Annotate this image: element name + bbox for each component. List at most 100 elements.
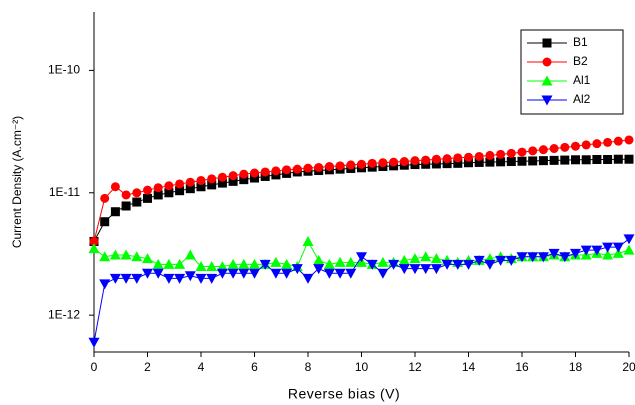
marker	[346, 160, 356, 170]
marker	[131, 251, 143, 262]
marker	[184, 271, 196, 282]
marker	[430, 264, 442, 275]
marker	[623, 234, 635, 245]
marker	[163, 258, 175, 269]
y-tick-label: 1E-12	[48, 307, 80, 321]
marker	[464, 158, 473, 168]
marker	[152, 268, 164, 279]
marker	[541, 75, 553, 86]
marker	[603, 155, 613, 165]
marker	[228, 176, 238, 186]
marker	[592, 155, 602, 165]
marker	[409, 253, 421, 264]
marker	[121, 201, 131, 211]
marker	[238, 268, 250, 279]
marker	[398, 254, 410, 265]
marker	[345, 256, 357, 267]
marker	[100, 193, 110, 203]
marker	[591, 245, 603, 256]
marker	[313, 254, 325, 265]
marker	[570, 248, 581, 259]
marker	[442, 154, 452, 164]
marker	[541, 95, 553, 106]
marker	[571, 141, 580, 151]
marker	[624, 135, 634, 145]
marker	[398, 264, 410, 275]
marker	[270, 268, 282, 279]
marker	[120, 273, 132, 284]
marker	[88, 337, 100, 348]
marker	[571, 155, 580, 165]
marker	[249, 258, 260, 269]
marker	[324, 161, 334, 171]
marker	[302, 273, 314, 284]
marker	[303, 163, 313, 173]
marker	[624, 154, 634, 164]
marker	[474, 157, 484, 167]
marker	[496, 157, 506, 167]
marker	[302, 235, 314, 246]
marker	[185, 177, 195, 187]
marker	[537, 252, 549, 263]
series-line	[93, 139, 630, 242]
marker	[613, 136, 623, 146]
marker	[484, 259, 496, 270]
x-tick-label: 14	[462, 360, 476, 374]
marker	[143, 193, 152, 203]
marker	[612, 242, 624, 253]
marker	[505, 255, 517, 266]
marker	[463, 259, 474, 270]
x-tick-label: 20	[622, 360, 635, 374]
marker	[153, 183, 163, 193]
marker	[314, 162, 324, 172]
marker	[175, 186, 185, 196]
marker	[216, 268, 228, 279]
marker	[560, 142, 570, 152]
marker	[548, 248, 560, 259]
marker	[271, 166, 281, 176]
marker	[185, 184, 195, 194]
marker	[592, 139, 602, 149]
marker	[388, 259, 400, 270]
x-tick-label: 16	[515, 360, 529, 374]
marker	[613, 154, 623, 164]
marker	[377, 256, 389, 267]
x-tick-label: 0	[91, 360, 98, 374]
marker	[131, 273, 143, 284]
marker	[431, 159, 441, 169]
marker	[291, 264, 303, 275]
marker	[612, 247, 624, 258]
marker	[377, 268, 389, 279]
marker	[142, 253, 153, 264]
marker	[110, 182, 120, 192]
marker	[442, 159, 452, 169]
marker	[239, 175, 249, 185]
marker	[421, 155, 431, 165]
marker	[378, 158, 388, 168]
x-tick-label: 2	[144, 360, 151, 374]
marker	[99, 279, 111, 290]
marker	[259, 259, 271, 270]
marker	[603, 137, 613, 147]
marker	[528, 146, 538, 156]
marker	[313, 264, 325, 275]
marker	[206, 273, 218, 284]
marker	[496, 149, 506, 159]
marker	[164, 188, 174, 198]
marker	[89, 236, 99, 246]
marker	[196, 175, 206, 185]
marker	[538, 156, 548, 166]
marker	[323, 258, 335, 269]
marker	[143, 185, 152, 195]
marker	[109, 273, 121, 284]
marker	[142, 268, 153, 279]
marker	[559, 252, 571, 263]
marker	[452, 259, 464, 270]
marker	[228, 171, 238, 181]
x-tick-label: 10	[355, 360, 369, 374]
marker	[109, 249, 121, 260]
marker	[282, 165, 292, 175]
marker	[464, 152, 473, 162]
marker	[216, 260, 228, 271]
